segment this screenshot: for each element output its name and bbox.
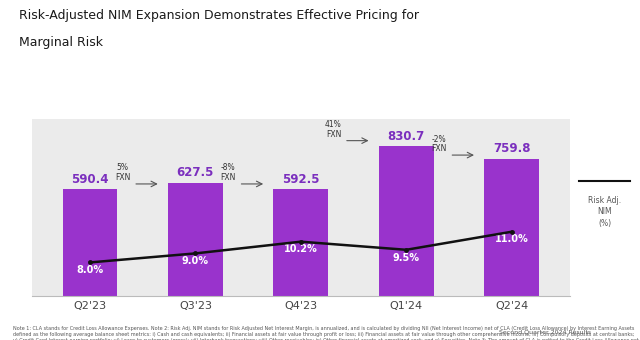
Text: 759.8: 759.8	[493, 142, 531, 155]
Bar	[273, 189, 328, 296]
Text: Note 1: CLA stands for Credit Loss Allowance Expenses. Note 2: Risk Adj. NIM sta: Note 1: CLA stands for Credit Loss Allow…	[13, 326, 639, 340]
Text: 9.5%: 9.5%	[393, 253, 420, 262]
Text: 830.7: 830.7	[388, 130, 425, 143]
Text: 5%
FXN: 5% FXN	[115, 164, 131, 182]
Text: 41%
FXN: 41% FXN	[325, 120, 342, 139]
Text: Marginal Risk: Marginal Risk	[19, 36, 103, 49]
Text: -8%
FXN: -8% FXN	[220, 164, 236, 182]
Text: Risk-Adjusted NIM Expansion Demonstrates Effective Pricing for: Risk-Adjusted NIM Expansion Demonstrates…	[19, 8, 419, 21]
Bar	[484, 159, 539, 296]
Text: 590.4: 590.4	[71, 173, 109, 186]
Text: 627.5: 627.5	[177, 166, 214, 179]
Text: 10.2%: 10.2%	[284, 244, 317, 254]
Text: 592.5: 592.5	[282, 173, 319, 186]
Text: -2%
FXN: -2% FXN	[431, 135, 447, 153]
Text: Second Quarter 2024 Results: Second Quarter 2024 Results	[499, 330, 591, 335]
Text: 11.0%: 11.0%	[495, 235, 529, 244]
Text: 9.0%: 9.0%	[182, 256, 209, 266]
Text: Credit Loss Allowance & Risk Adj. NIM: Credit Loss Allowance & Risk Adj. NIM	[6, 91, 230, 101]
Bar	[379, 146, 434, 296]
Text: Risk Adj.
NIM
(%): Risk Adj. NIM (%)	[588, 197, 621, 227]
Bar	[168, 183, 223, 296]
Text: 8.0%: 8.0%	[76, 265, 104, 275]
Bar	[63, 189, 117, 296]
